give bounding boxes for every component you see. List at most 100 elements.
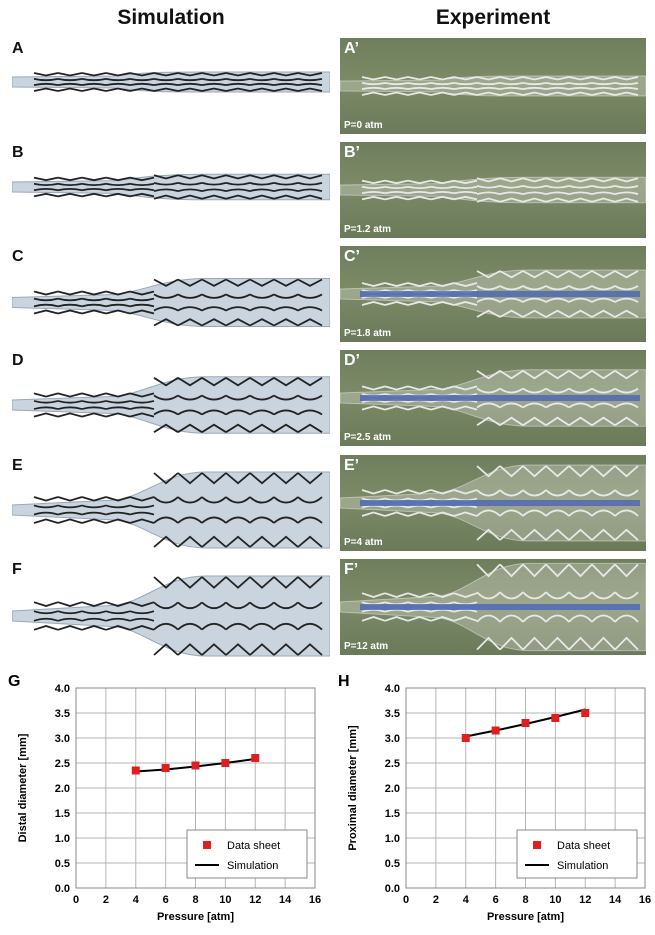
experiment-stent-photo xyxy=(340,176,646,204)
stent-strut xyxy=(591,465,616,541)
stent-strut xyxy=(225,278,251,327)
stent-strut xyxy=(249,472,275,548)
y-tick-label: 2.5 xyxy=(385,758,400,770)
stent-strut xyxy=(568,370,593,426)
stent-strut xyxy=(407,282,432,306)
y-tick-label: 3.0 xyxy=(55,733,70,745)
panel-letter-g: G xyxy=(8,673,20,690)
panel-letter-f: F xyxy=(12,561,22,578)
catheter-shape xyxy=(360,604,640,610)
stent-strut xyxy=(407,592,432,622)
stent-strut xyxy=(153,576,179,656)
stent-strut xyxy=(273,377,299,433)
x-tick-label: 12 xyxy=(249,894,261,906)
catheter-shape xyxy=(360,291,640,297)
stent-strut xyxy=(499,177,524,203)
stent-strut xyxy=(384,385,409,411)
experiment-panel-letter: B’ xyxy=(344,144,360,161)
panel-letter-e: E xyxy=(12,457,23,474)
panel-letter-d: D xyxy=(12,352,24,369)
legend-box xyxy=(186,829,308,879)
stent-strut xyxy=(129,176,155,198)
stent-strut xyxy=(361,489,386,517)
data-sheet-point xyxy=(251,754,260,762)
stent-strut xyxy=(81,496,107,524)
stent-strut xyxy=(177,174,203,200)
stent-strut xyxy=(153,278,179,327)
stent-strut xyxy=(453,592,478,622)
experiment-photo: F’ P=12 atm xyxy=(340,559,646,655)
simulation-image xyxy=(11,260,331,345)
stent-strut xyxy=(153,174,179,200)
stent-strut xyxy=(105,496,131,524)
legend-marker xyxy=(533,841,541,849)
stent-strut xyxy=(545,76,570,96)
stent-strut xyxy=(453,489,478,517)
stent-strut xyxy=(591,563,616,651)
x-tick-label: 0 xyxy=(403,894,409,906)
y-tick-label: 4.0 xyxy=(385,683,400,695)
stent-strut xyxy=(105,601,131,631)
data-sheet-point xyxy=(551,714,560,722)
x-tick-label: 16 xyxy=(639,894,651,906)
plot-frame xyxy=(405,687,646,889)
stent-strut xyxy=(591,177,616,203)
stent-strut xyxy=(361,385,386,411)
stent-strut xyxy=(129,392,155,418)
experiment-photo: B’ P=1.2 atm xyxy=(340,142,646,238)
stent-strut xyxy=(129,496,155,524)
stent-strut xyxy=(499,76,524,96)
stent-strut xyxy=(499,270,524,318)
stent-strut xyxy=(430,592,455,622)
stent-strut xyxy=(453,179,478,201)
stent-strut xyxy=(81,601,107,631)
x-tick-label: 0 xyxy=(73,894,79,906)
stent-strut xyxy=(33,601,59,631)
simulation-image xyxy=(11,573,331,659)
stent-strut xyxy=(453,282,478,306)
data-sheet-point xyxy=(491,726,500,735)
stent-strut xyxy=(249,377,275,433)
stent-strut xyxy=(33,176,59,198)
balloon-shape xyxy=(11,278,331,327)
stent-strut xyxy=(129,72,155,92)
stent-strut xyxy=(430,282,455,306)
legend-label: Simulation xyxy=(227,860,278,872)
y-tick-label: 3.5 xyxy=(55,708,70,720)
stent-strut xyxy=(476,563,501,651)
legend-label: Data sheet xyxy=(227,840,280,852)
stent-strut xyxy=(476,270,501,318)
stent-strut xyxy=(545,177,570,203)
y-tick-label: 2.0 xyxy=(55,783,70,795)
stent-strut xyxy=(430,489,455,517)
stent-strut xyxy=(499,563,524,651)
stent-strut xyxy=(453,385,478,411)
experiment-stent-photo xyxy=(340,269,646,319)
stent-strut xyxy=(384,489,409,517)
experiment-column-title: Experiment xyxy=(435,6,551,29)
proximal-diameter-chart: H 0.0 0.5 1.0 1.5 2.0 2.5 3.0 3.5 4.0 0 2 4 6 8 10 12 14 1… xyxy=(338,673,651,923)
stent-strut xyxy=(273,576,299,656)
stent-strut xyxy=(384,179,409,201)
stent-strut xyxy=(297,278,323,327)
x-tick-label: 16 xyxy=(309,894,321,906)
stent-strut xyxy=(105,72,131,92)
y-tick-label: 0.0 xyxy=(385,883,400,895)
stent-strut xyxy=(522,76,547,96)
stent-strut xyxy=(545,563,570,651)
stent-strut xyxy=(81,290,107,315)
stent-strut xyxy=(591,76,616,96)
stent-strut xyxy=(499,465,524,541)
stent-strut xyxy=(297,472,323,548)
stent-strut xyxy=(33,72,59,92)
data-sheet-point xyxy=(521,719,530,727)
stent-strut xyxy=(273,472,299,548)
x-tick-label: 2 xyxy=(433,894,439,906)
stent-strut xyxy=(361,592,386,622)
simulation-image xyxy=(11,469,331,551)
stent-strut xyxy=(453,76,478,96)
stent-strut xyxy=(476,177,501,203)
stent-strut xyxy=(225,174,251,200)
panel-h-chart: H 0.0 0.5 1.0 1.5 2.0 2.5 3.0 3.5 4.0 0 2 4 6 8 10 12 14 1… xyxy=(330,672,655,935)
stent-strut xyxy=(407,385,432,411)
